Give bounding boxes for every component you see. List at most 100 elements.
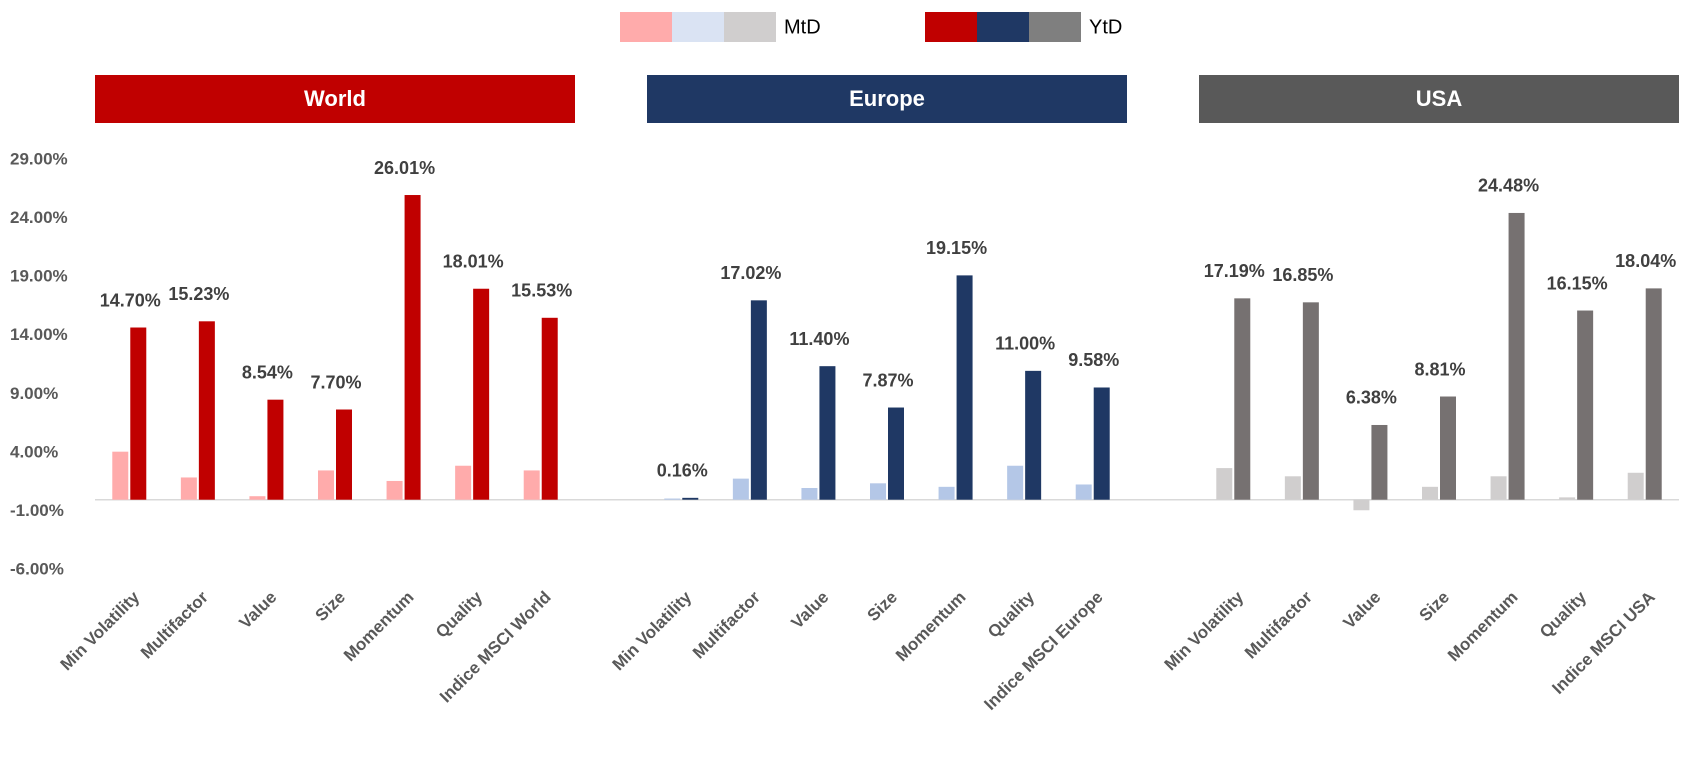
y-tick-label: 9.00% <box>10 384 58 403</box>
y-tick-label: 29.00% <box>10 149 68 168</box>
value-label: 7.70% <box>310 372 361 392</box>
bar <box>750 300 767 500</box>
x-tick-label: Value <box>236 588 281 633</box>
bar <box>1559 497 1576 500</box>
bar <box>541 317 558 500</box>
value-label: 8.54% <box>242 362 293 382</box>
value-label: 26.01% <box>374 158 435 178</box>
x-tick-label: Quality <box>432 587 487 642</box>
bar <box>112 451 129 500</box>
x-tick-label: Momentum <box>892 588 970 666</box>
group-title: World <box>304 86 366 111</box>
group-header <box>647 75 1127 123</box>
legend-swatch <box>724 12 776 42</box>
value-label: 7.87% <box>862 370 913 390</box>
group-title: USA <box>1416 86 1463 111</box>
bar <box>682 497 699 500</box>
legend-label: MtD <box>784 16 821 38</box>
x-tick-label: Multifactor <box>137 587 212 662</box>
bar <box>1093 387 1110 500</box>
bar <box>1627 472 1644 500</box>
bar <box>404 195 421 500</box>
value-label: 11.40% <box>789 329 849 349</box>
x-tick-label: Quality <box>1536 587 1591 642</box>
value-label: 17.02% <box>720 263 781 283</box>
value-label: 18.04% <box>1615 251 1676 271</box>
value-label: 16.85% <box>1272 265 1333 285</box>
legend-swatch <box>925 12 977 42</box>
bar <box>1302 302 1319 500</box>
legend-swatch <box>620 12 672 42</box>
x-tick-label: Min Volatility <box>609 587 696 674</box>
bar <box>1490 476 1507 500</box>
group-header <box>1199 75 1679 123</box>
value-label: 0.16% <box>657 461 708 481</box>
x-tick-label: Size <box>312 588 349 625</box>
y-tick-label: 19.00% <box>10 267 68 286</box>
x-tick-label: Multifactor <box>1241 587 1316 662</box>
bar <box>473 288 490 500</box>
x-tick-label: Min Volatility <box>57 587 144 674</box>
value-label: 11.00% <box>995 334 1055 354</box>
bar <box>819 366 836 500</box>
bar <box>318 470 334 500</box>
bar <box>1075 484 1092 500</box>
value-label: 15.53% <box>511 281 572 301</box>
value-label: 8.81% <box>1414 359 1465 379</box>
legend-swatch <box>1029 12 1081 42</box>
value-label: 6.38% <box>1346 388 1397 408</box>
bar <box>1422 486 1438 500</box>
bar <box>1216 468 1233 500</box>
x-tick-label: Momentum <box>340 588 418 666</box>
bar <box>523 470 540 500</box>
bar <box>455 465 472 500</box>
bar <box>1025 370 1042 500</box>
bar <box>386 480 403 500</box>
bar <box>336 409 352 500</box>
legend-swatch <box>672 12 724 42</box>
bar <box>1508 212 1525 500</box>
bar <box>1645 288 1662 500</box>
y-tick-label: 24.00% <box>10 208 68 227</box>
x-tick-label: Min Volatility <box>1161 587 1248 674</box>
x-tick-label: Momentum <box>1444 588 1522 666</box>
x-tick-label: Size <box>864 588 901 625</box>
x-tick-label: Value <box>1340 588 1385 633</box>
value-label: 15.23% <box>168 284 229 304</box>
bar <box>1353 499 1370 511</box>
bar <box>198 321 215 500</box>
bar <box>1284 476 1301 500</box>
value-label: 24.48% <box>1478 176 1539 196</box>
bar <box>938 486 955 500</box>
value-label: 18.01% <box>443 251 504 271</box>
y-tick-label: -6.00% <box>10 559 64 578</box>
bar <box>888 407 904 500</box>
bar <box>1440 396 1456 500</box>
bar <box>956 275 973 500</box>
bar <box>1371 424 1388 500</box>
bar <box>267 399 284 500</box>
bar <box>1577 310 1594 500</box>
group-title: Europe <box>849 86 925 111</box>
bar <box>1234 298 1251 500</box>
bar <box>801 488 818 500</box>
bar <box>249 496 266 500</box>
y-tick-label: 4.00% <box>10 442 58 461</box>
bar <box>664 498 681 500</box>
bar <box>130 327 147 500</box>
legend-label: YtD <box>1089 16 1122 38</box>
value-label: 17.19% <box>1204 261 1265 281</box>
legend-swatch <box>977 12 1029 42</box>
x-tick-label: Value <box>788 588 833 633</box>
x-tick-label: Quality <box>984 587 1039 642</box>
bar <box>180 477 197 500</box>
y-tick-label: 14.00% <box>10 325 68 344</box>
value-label: 14.70% <box>100 290 161 310</box>
bar <box>1007 465 1024 500</box>
x-tick-label: Multifactor <box>689 587 764 662</box>
value-label: 19.15% <box>926 238 987 258</box>
bar <box>732 478 749 500</box>
value-label: 9.58% <box>1068 350 1119 370</box>
x-tick-label: Indice MSCI Europe <box>980 588 1106 714</box>
